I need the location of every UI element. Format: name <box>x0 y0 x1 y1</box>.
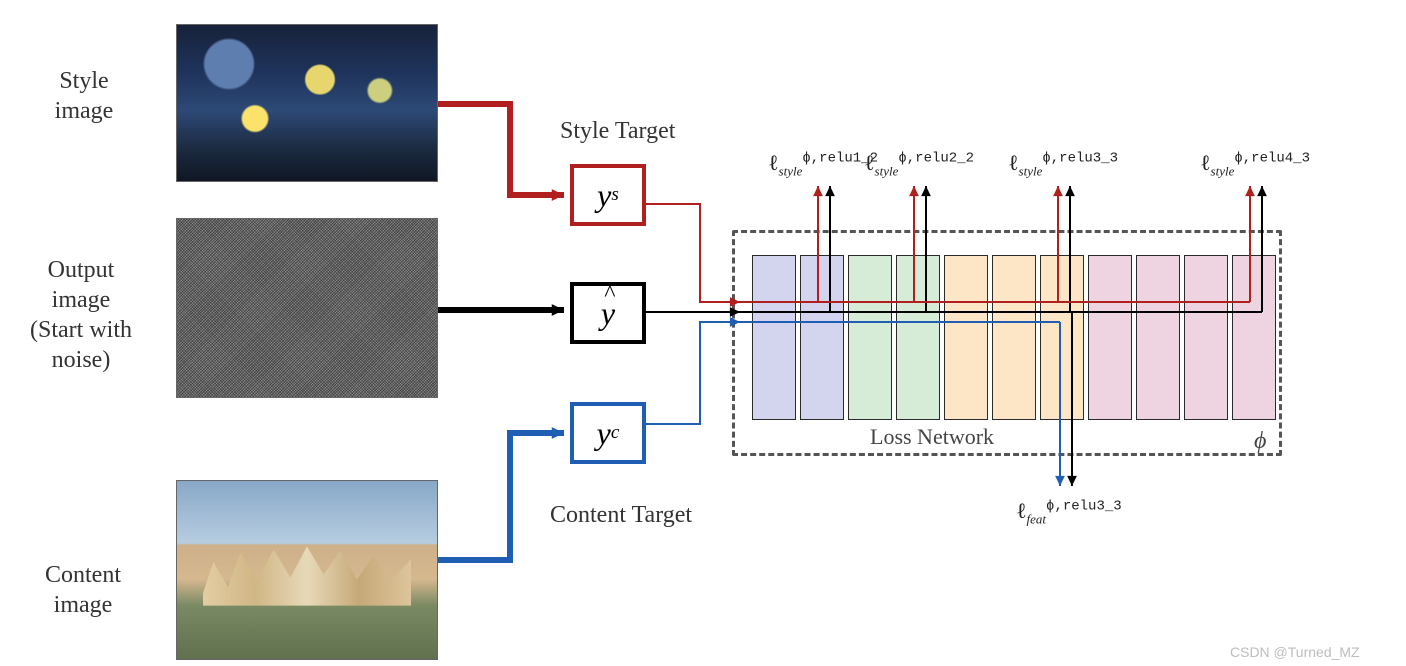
network-layer-2 <box>848 255 892 420</box>
network-layer-6 <box>1040 255 1084 420</box>
style-loss-label-relu2_2: ℓstyleϕ,relu2_2 <box>864 150 974 179</box>
ys-box: ys <box>570 164 646 226</box>
loss-network-label: Loss Network <box>870 424 994 450</box>
style-loss-label-relu1_2: ℓstyleϕ,relu1_2 <box>768 150 878 179</box>
line-ys_main <box>646 204 740 302</box>
style-loss-label-relu4_3: ℓstyleϕ,relu4_3 <box>1200 150 1310 179</box>
network-layer-1 <box>800 255 844 420</box>
content-image-label: Contentimage <box>20 560 146 620</box>
watermark: CSDN @Turned_MZ <box>1230 644 1360 660</box>
content-image <box>176 480 438 660</box>
style-image-label: Styleimage <box>24 66 144 126</box>
style-target-label: Style Target <box>560 118 675 145</box>
network-layer-4 <box>944 255 988 420</box>
feat-loss-label: ℓfeatϕ,relu3_3 <box>1016 498 1122 527</box>
network-layer-8 <box>1136 255 1180 420</box>
phi-label: ϕ <box>1254 428 1266 455</box>
content-target-label: Content Target <box>550 502 692 529</box>
style-loss-label-relu3_3: ℓstyleϕ,relu3_3 <box>1008 150 1118 179</box>
flow-arrow-content_to_yc <box>438 433 564 560</box>
yhat-box: y <box>570 282 646 344</box>
flow-arrow-style_to_ys <box>438 104 564 195</box>
yc-box: yc <box>570 402 646 464</box>
network-layer-5 <box>992 255 1036 420</box>
network-layer-0 <box>752 255 796 420</box>
line-yc_main <box>646 322 740 424</box>
output-image-label: Outputimage(Start withnoise) <box>2 255 160 375</box>
network-layer-10 <box>1232 255 1276 420</box>
network-layer-9 <box>1184 255 1228 420</box>
network-layer-3 <box>896 255 940 420</box>
style-image <box>176 24 438 182</box>
output-image <box>176 218 438 398</box>
network-layer-7 <box>1088 255 1132 420</box>
